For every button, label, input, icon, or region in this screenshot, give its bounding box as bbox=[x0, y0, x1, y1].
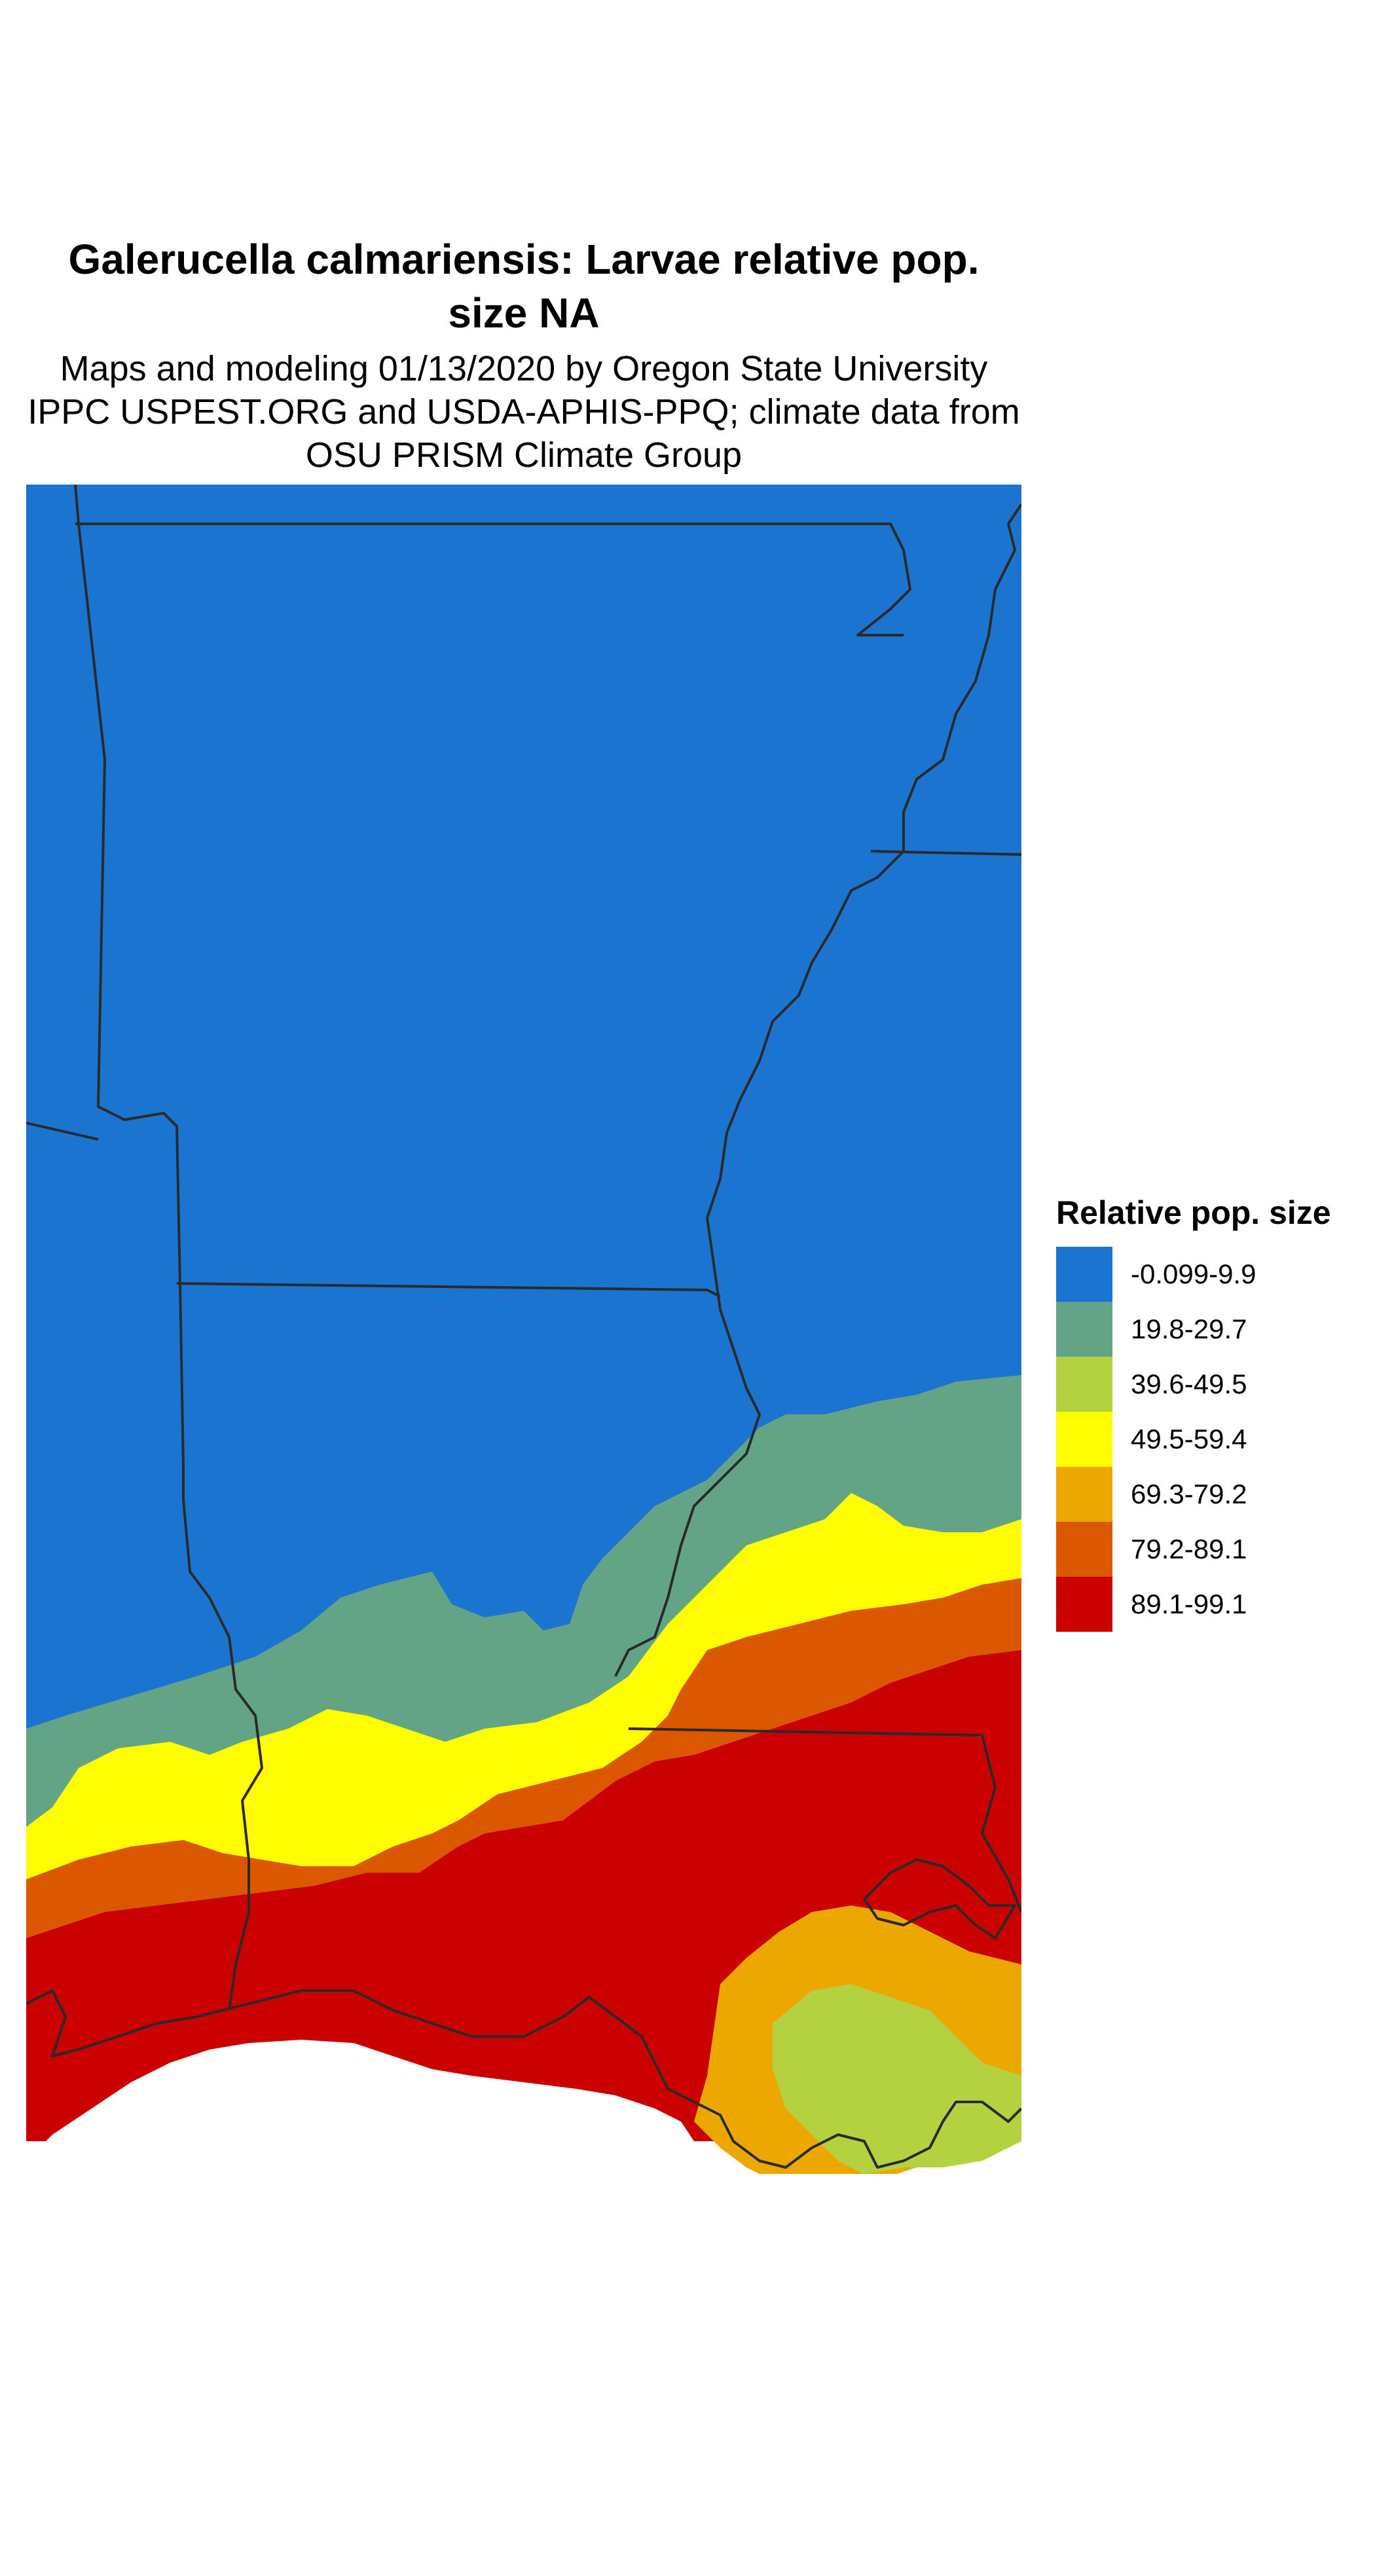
map-subtitle: Maps and modeling 01/13/2020 by Oregon S… bbox=[28, 349, 1020, 475]
legend-swatch bbox=[1056, 1412, 1112, 1467]
map-title: Galerucella calmariensis: Larvae relativ… bbox=[68, 236, 980, 337]
legend: Relative pop. size -0.099-9.9 19.8-29.7 … bbox=[1056, 1193, 1370, 1632]
legend-label: 49.5-59.4 bbox=[1131, 1424, 1247, 1454]
boundary-line bbox=[176, 1282, 721, 1298]
legend-label: 89.1-99.1 bbox=[1131, 1589, 1247, 1619]
legend-item: 39.6-49.5 bbox=[1056, 1357, 1370, 1412]
legend-label: 19.8-29.7 bbox=[1131, 1314, 1247, 1344]
boundary-line bbox=[614, 503, 1021, 1677]
gulf-water bbox=[26, 2040, 1021, 2174]
boundary-line bbox=[870, 850, 1021, 856]
legend-item: 49.5-59.4 bbox=[1056, 1412, 1370, 1467]
legend-item: 69.3-79.2 bbox=[1056, 1467, 1370, 1522]
zone-lightgreen bbox=[773, 1984, 1021, 2174]
boundary-line bbox=[196, 1989, 1021, 2169]
legend-swatch bbox=[1056, 1247, 1112, 1302]
boundary-line bbox=[863, 1858, 1016, 1940]
boundary-line bbox=[75, 523, 911, 636]
legend-label: 79.2-89.1 bbox=[1131, 1534, 1247, 1564]
legend-label: 39.6-49.5 bbox=[1131, 1369, 1247, 1399]
legend-title: Relative pop. size bbox=[1056, 1194, 1331, 1231]
legend-swatch bbox=[1056, 1467, 1112, 1522]
population-map bbox=[26, 485, 1021, 2174]
legend-item: 19.8-29.7 bbox=[1056, 1302, 1370, 1357]
legend-swatch bbox=[1056, 1302, 1112, 1357]
legend-swatch bbox=[1056, 1522, 1112, 1577]
boundary-line bbox=[26, 1122, 99, 1141]
legend-swatch bbox=[1056, 1357, 1112, 1412]
legend-swatch bbox=[1056, 1577, 1112, 1632]
boundary-line bbox=[26, 1989, 197, 2057]
boundary-line bbox=[628, 1727, 1021, 1913]
boundary-line bbox=[74, 485, 263, 2011]
legend-label: -0.099-9.9 bbox=[1131, 1259, 1256, 1289]
state-boundaries bbox=[26, 485, 1021, 2169]
legend-item: 79.2-89.1 bbox=[1056, 1522, 1370, 1577]
legend-item: -0.099-9.9 bbox=[1056, 1247, 1370, 1302]
legend-label: 69.3-79.2 bbox=[1131, 1479, 1247, 1509]
legend-items: -0.099-9.9 19.8-29.7 39.6-49.5 49.5-59.4… bbox=[1056, 1247, 1370, 1632]
legend-item: 89.1-99.1 bbox=[1056, 1577, 1370, 1632]
